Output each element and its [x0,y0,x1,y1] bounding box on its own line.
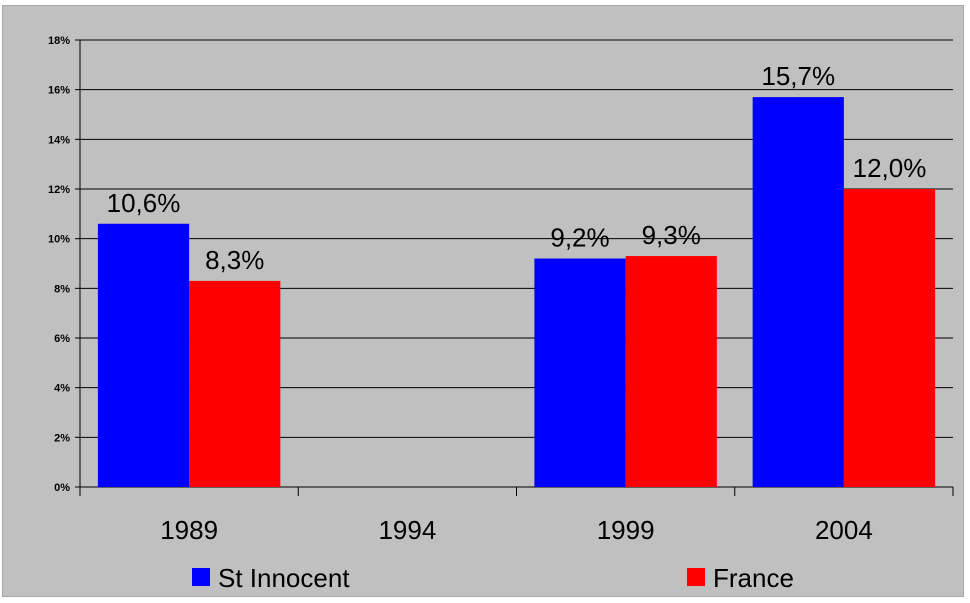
bar-value-label: 9,2% [550,223,609,253]
x-category-label: 2004 [815,515,873,545]
legend-label: France [713,563,794,593]
y-tick-label: 16% [48,85,70,97]
x-category-label: 1989 [160,515,218,545]
bar-st-innocent [97,223,190,487]
bar-france [843,189,936,487]
bar-value-label: 8,3% [205,245,264,275]
bar-france [189,280,281,487]
y-tick-label: 6% [54,333,70,345]
bar-value-label: 15,7% [761,61,835,91]
bars [97,97,936,487]
y-tick-label: 0% [54,482,70,494]
x-category-label: 1994 [378,515,436,545]
bar-value-label: 9,3% [642,220,701,250]
legend: St Innocent France [192,563,794,593]
bar-st-innocent [534,258,626,487]
bar-st-innocent [752,97,844,487]
y-tick-label: 18% [48,35,70,47]
bar-value-label: 12,0% [853,153,927,183]
bar-value-label: 10,6% [107,188,181,218]
y-tick-label: 2% [54,432,70,444]
y-tick-label: 12% [48,184,70,196]
y-tick-label: 10% [48,234,70,246]
y-tick-label: 4% [54,383,70,395]
legend-label: St Innocent [218,563,350,593]
y-tick-label: 8% [54,283,70,295]
legend-swatch [192,568,210,586]
y-tick-label: 14% [48,134,70,146]
data-labels: 10,6% 8,3% 9,2% 9,3% 15,7% 12,0% [107,61,927,275]
x-category-label: 1999 [597,515,655,545]
legend-swatch [687,568,705,586]
bar-france [625,256,717,487]
